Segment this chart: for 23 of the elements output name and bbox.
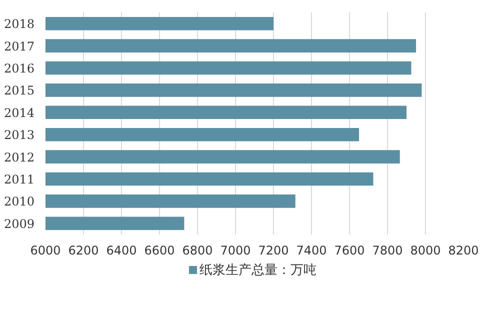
x-tick-label: 7800 bbox=[372, 244, 403, 258]
x-tick-label: 6200 bbox=[68, 244, 99, 258]
y-tick-label: 2018 bbox=[4, 17, 35, 32]
x-tick-label: 6800 bbox=[182, 244, 213, 258]
x-tick-label: 6400 bbox=[106, 244, 137, 258]
x-tick-label: 6600 bbox=[144, 244, 175, 258]
y-tick-label: 2009 bbox=[4, 216, 35, 231]
y-tick-label: 2014 bbox=[4, 106, 35, 120]
y-tick-label: 2012 bbox=[4, 150, 35, 164]
y-tick-label: 2011 bbox=[4, 172, 35, 186]
y-tick-label: 2013 bbox=[4, 128, 35, 142]
y-tick-label: 2015 bbox=[4, 84, 35, 98]
x-tick-label: 8200 bbox=[448, 244, 479, 258]
x-tick-label: 7000 bbox=[220, 244, 251, 258]
y-tick-label: 2016 bbox=[4, 62, 35, 76]
legend-label: 纸浆生产总量：万吨 bbox=[200, 263, 316, 278]
x-tick-label: 7600 bbox=[334, 244, 365, 258]
x-tick-label: 6000 bbox=[30, 244, 61, 258]
x-tick-label: 8000 bbox=[410, 244, 441, 258]
x-tick-label: 7200 bbox=[258, 244, 289, 258]
y-tick-label: 2010 bbox=[4, 194, 35, 209]
y-tick-label: 2017 bbox=[4, 39, 35, 54]
x-tick-label: 7400 bbox=[296, 244, 327, 258]
